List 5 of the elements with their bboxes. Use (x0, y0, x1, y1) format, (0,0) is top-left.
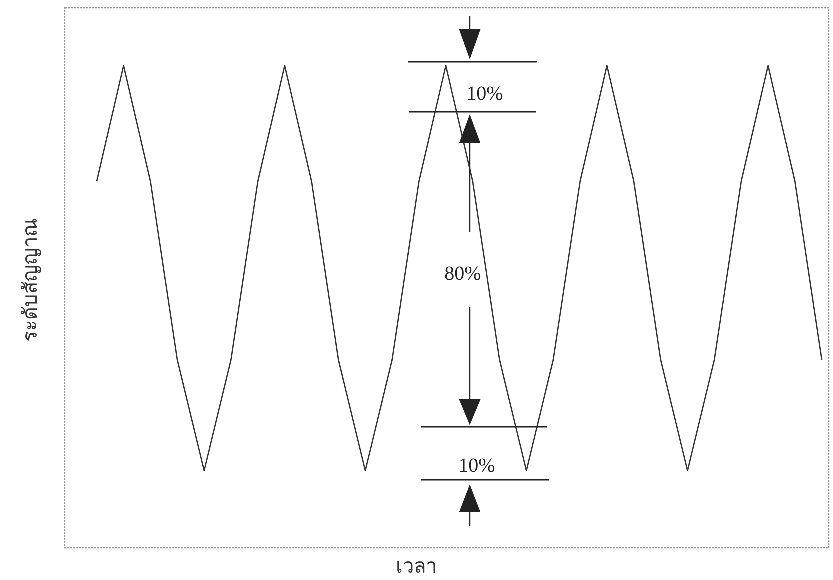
annotation: 80% (444, 263, 482, 285)
annotation: 10% (466, 83, 504, 105)
annotation: 10% (458, 455, 496, 477)
y-axis-title: ระดับสัญญาณ (17, 218, 43, 342)
x-axis-title: เวลา (395, 553, 438, 580)
